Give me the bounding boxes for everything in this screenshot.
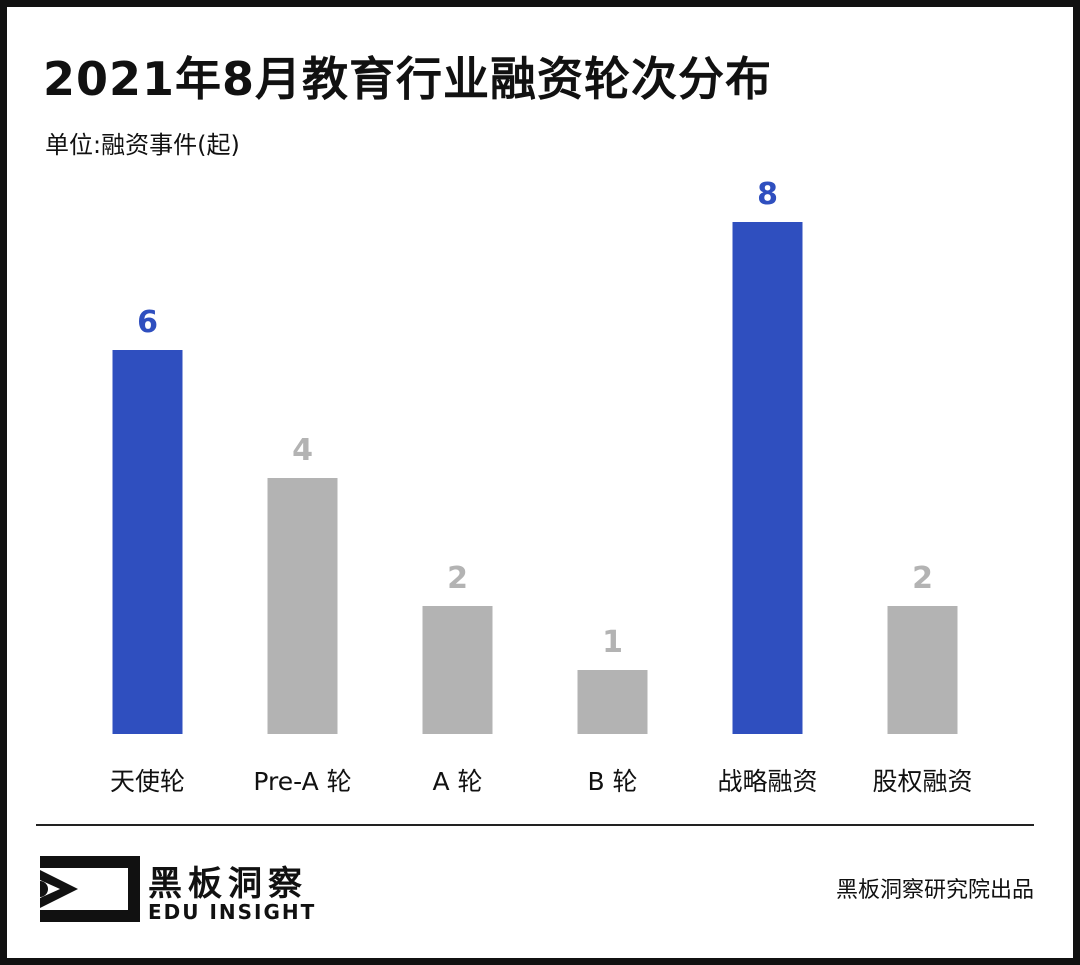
bar-0 (112, 350, 183, 734)
bar-2 (422, 606, 493, 734)
credit-text: 黑板洞察研究院出品 (835, 878, 1034, 903)
data-label-4: 8 (757, 177, 778, 212)
brand-name-cn: 黑板洞察 (148, 864, 308, 904)
category-label-2: A 轮 (432, 767, 482, 796)
brand-name-en: EDU INSIGHT (148, 900, 317, 924)
bar-5 (887, 606, 958, 734)
brand-logo: 黑板洞察 EDU INSIGHT (40, 856, 320, 926)
bar-1 (267, 478, 338, 734)
category-label-0: 天使轮 (110, 767, 185, 796)
bar-3 (577, 670, 648, 734)
bar-4 (732, 222, 803, 734)
bar-chart: 6 天使轮 4 Pre-A 轮 2 A 轮 1 B 轮 8 战略融资 2 股权融资 (110, 177, 973, 796)
category-label-3: B 轮 (587, 767, 637, 796)
footer-divider (36, 824, 1034, 826)
data-label-3: 1 (602, 625, 623, 660)
chart-title: 2021年8月教育行业融资轮次分布 (43, 52, 773, 106)
unit-label: 单位:融资事件(起) (45, 131, 240, 159)
eye-logo-icon (40, 856, 140, 922)
data-label-0: 6 (137, 305, 158, 340)
data-label-5: 2 (912, 561, 933, 596)
category-label-1: Pre-A 轮 (253, 767, 351, 796)
category-label-5: 股权融资 (872, 767, 972, 796)
data-label-2: 2 (447, 561, 468, 596)
category-label-4: 战略融资 (717, 767, 817, 796)
data-label-1: 4 (292, 433, 313, 468)
